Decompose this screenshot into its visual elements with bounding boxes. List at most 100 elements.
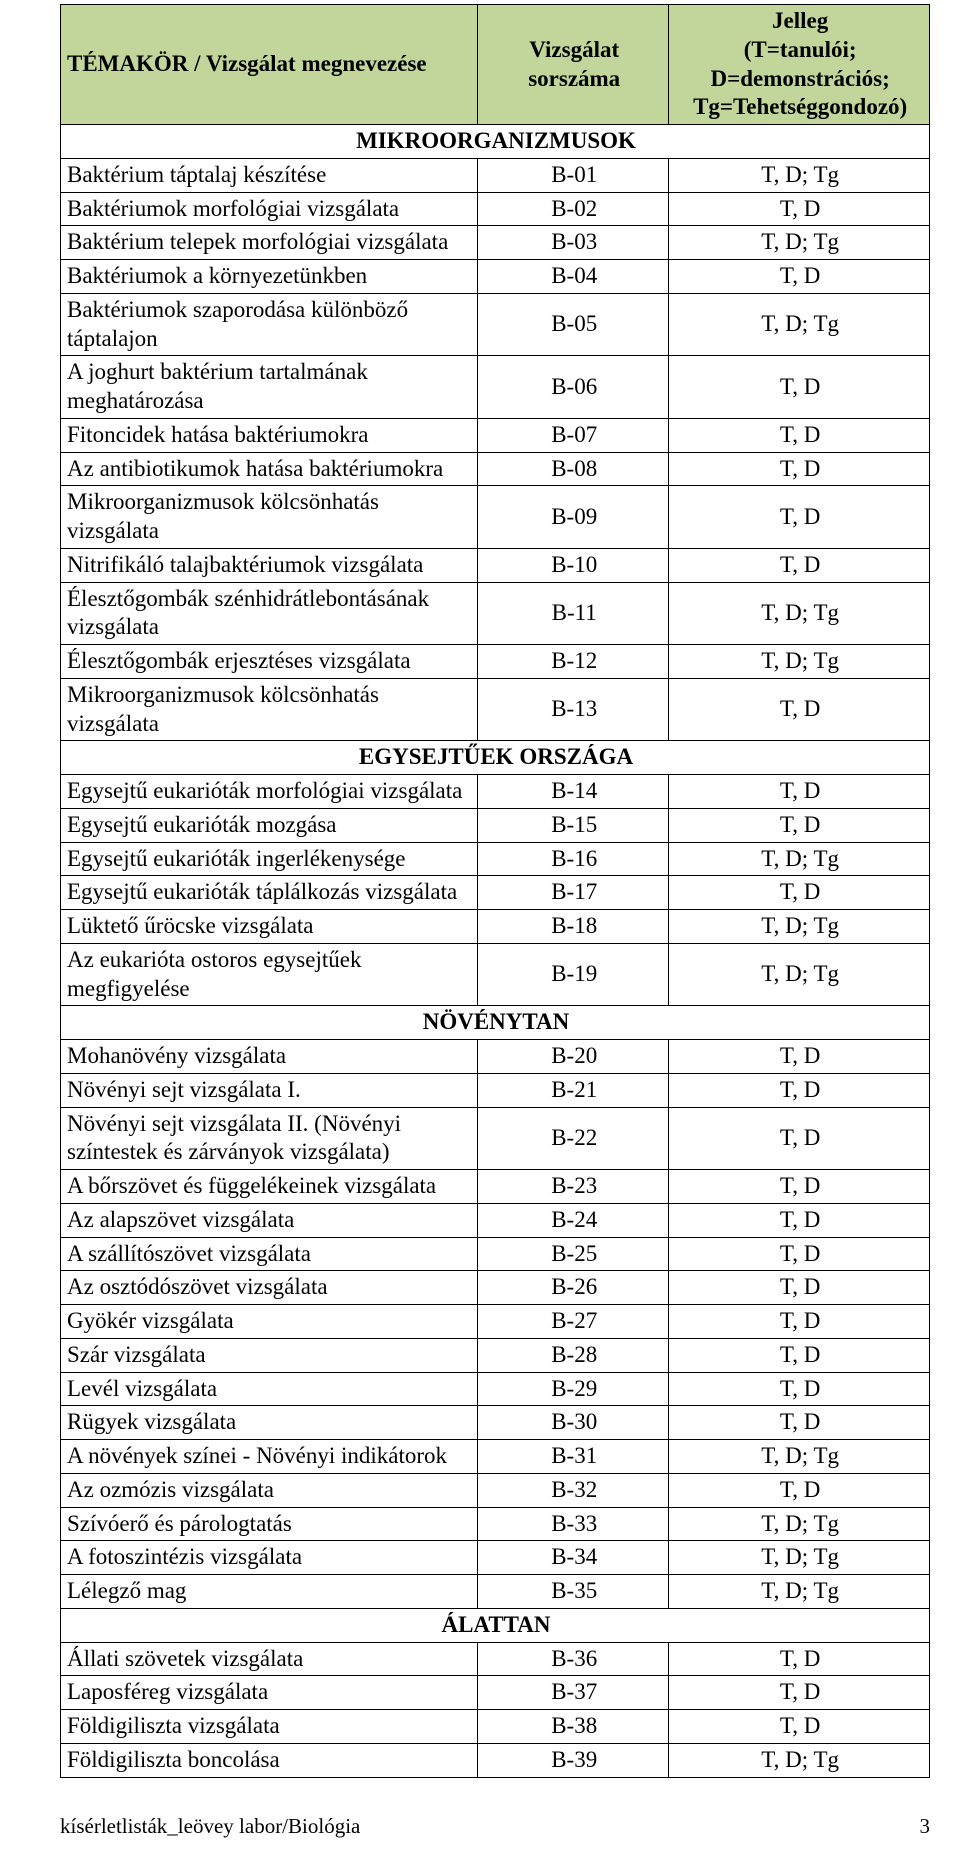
header-col2: Vizsgálat sorszáma (478, 5, 669, 125)
cell-type: T, D; Tg (669, 1440, 930, 1474)
cell-type: T, D (669, 1676, 930, 1710)
section-header-row: NÖVÉNYTAN (61, 1006, 930, 1040)
cell-name: Lüktető űröcske vizsgálata (61, 910, 478, 944)
table-row: Laposféreg vizsgálataB-37T, D (61, 1676, 930, 1710)
cell-number: B-19 (478, 943, 669, 1006)
table-row: Levél vizsgálataB-29T, D (61, 1372, 930, 1406)
table-row: Egysejtű eukarióták ingerlékenységeB-16T… (61, 842, 930, 876)
table-row: Egysejtű eukarióták mozgásaB-15T, D (61, 808, 930, 842)
cell-type: T, D (669, 1710, 930, 1744)
cell-number: B-14 (478, 775, 669, 809)
cell-name: Állati szövetek vizsgálata (61, 1642, 478, 1676)
cell-number: B-24 (478, 1203, 669, 1237)
cell-type: T, D; Tg (669, 842, 930, 876)
cell-number: B-36 (478, 1642, 669, 1676)
cell-number: B-03 (478, 226, 669, 260)
cell-number: B-28 (478, 1338, 669, 1372)
cell-name: Az ozmózis vizsgálata (61, 1473, 478, 1507)
cell-type: T, D (669, 192, 930, 226)
cell-number: B-08 (478, 452, 669, 486)
table-row: Növényi sejt vizsgálata II. (Növényi szí… (61, 1107, 930, 1170)
cell-type: T, D; Tg (669, 910, 930, 944)
table-row: Baktériumok a környezetünkbenB-04T, D (61, 260, 930, 294)
cell-number: B-07 (478, 418, 669, 452)
cell-name: Egysejtű eukarióták ingerlékenysége (61, 842, 478, 876)
cell-name: Egysejtű eukarióták táplálkozás vizsgála… (61, 876, 478, 910)
cell-type: T, D (669, 1040, 930, 1074)
cell-name: Laposféreg vizsgálata (61, 1676, 478, 1710)
section-header-row: MIKROORGANIZMUSOK (61, 125, 930, 159)
cell-name: A bőrszövet és függelékeinek vizsgálata (61, 1170, 478, 1204)
header-col1: TÉMAKÖR / Vizsgálat megnevezése (61, 5, 478, 125)
cell-type: T, D (669, 1473, 930, 1507)
cell-number: B-02 (478, 192, 669, 226)
cell-name: Növényi sejt vizsgálata II. (Növényi szí… (61, 1107, 478, 1170)
cell-name: Az osztódószövet vizsgálata (61, 1271, 478, 1305)
cell-number: B-05 (478, 293, 669, 356)
cell-number: B-27 (478, 1305, 669, 1339)
cell-type: T, D; Tg (669, 293, 930, 356)
cell-number: B-35 (478, 1575, 669, 1609)
section-title: ÁLATTAN (61, 1608, 930, 1642)
table-row: Állati szövetek vizsgálataB-36T, D (61, 1642, 930, 1676)
page-container: TÉMAKÖR / Vizsgálat megnevezése Vizsgála… (0, 0, 960, 1859)
cell-number: B-01 (478, 158, 669, 192)
cell-type: T, D (669, 808, 930, 842)
cell-number: B-09 (478, 486, 669, 549)
table-row: Az eukarióta ostoros egysejtűek megfigye… (61, 943, 930, 1006)
cell-number: B-22 (478, 1107, 669, 1170)
cell-type: T, D (669, 1338, 930, 1372)
cell-name: Baktériumok a környezetünkben (61, 260, 478, 294)
cell-type: T, D; Tg (669, 1541, 930, 1575)
cell-name: Az alapszövet vizsgálata (61, 1203, 478, 1237)
table-row: Szár vizsgálataB-28T, D (61, 1338, 930, 1372)
cell-type: T, D (669, 1406, 930, 1440)
cell-number: B-13 (478, 678, 669, 741)
cell-number: B-04 (478, 260, 669, 294)
cell-type: T, D (669, 775, 930, 809)
cell-type: T, D; Tg (669, 1507, 930, 1541)
cell-type: T, D; Tg (669, 1575, 930, 1609)
table-header: TÉMAKÖR / Vizsgálat megnevezése Vizsgála… (61, 5, 930, 125)
experiments-table: TÉMAKÖR / Vizsgálat megnevezése Vizsgála… (60, 4, 930, 1778)
table-row: A szállítószövet vizsgálataB-25T, D (61, 1237, 930, 1271)
cell-name: Baktérium táptalaj készítése (61, 158, 478, 192)
table-row: Mikroorganizmusok kölcsönhatás vizsgálat… (61, 678, 930, 741)
table-body: MIKROORGANIZMUSOKBaktérium táptalaj kész… (61, 125, 930, 1778)
cell-name: Élesztőgombák szénhidrátlebontásának viz… (61, 582, 478, 645)
table-row: Baktérium táptalaj készítéseB-01T, D; Tg (61, 158, 930, 192)
cell-name: Az antibiotikumok hatása baktériumokra (61, 452, 478, 486)
cell-name: Egysejtű eukarióták mozgása (61, 808, 478, 842)
section-header-row: EGYSEJTŰEK ORSZÁGA (61, 741, 930, 775)
header-col3: Jelleg (T=tanulói; D=demonstrációs; Tg=T… (669, 5, 930, 125)
table-row: Élesztőgombák szénhidrátlebontásának viz… (61, 582, 930, 645)
cell-number: B-06 (478, 356, 669, 419)
cell-number: B-33 (478, 1507, 669, 1541)
cell-name: Gyökér vizsgálata (61, 1305, 478, 1339)
table-row: Baktériumok morfológiai vizsgálataB-02T,… (61, 192, 930, 226)
cell-name: Lélegző mag (61, 1575, 478, 1609)
table-row: Nitrifikáló talajbaktériumok vizsgálataB… (61, 548, 930, 582)
cell-name: Az eukarióta ostoros egysejtűek megfigye… (61, 943, 478, 1006)
cell-number: B-18 (478, 910, 669, 944)
cell-name: A szállítószövet vizsgálata (61, 1237, 478, 1271)
cell-type: T, D (669, 1271, 930, 1305)
cell-name: Fitoncidek hatása baktériumokra (61, 418, 478, 452)
cell-type: T, D (669, 1107, 930, 1170)
table-row: Gyökér vizsgálataB-27T, D (61, 1305, 930, 1339)
cell-number: B-25 (478, 1237, 669, 1271)
cell-name: Levél vizsgálata (61, 1372, 478, 1406)
cell-number: B-34 (478, 1541, 669, 1575)
page-footer: kísérletlisták_leövey labor/Biológia 3 (60, 1814, 930, 1839)
table-row: Mikroorganizmusok kölcsönhatás vizsgálat… (61, 486, 930, 549)
cell-type: T, D; Tg (669, 943, 930, 1006)
cell-number: B-30 (478, 1406, 669, 1440)
cell-number: B-21 (478, 1073, 669, 1107)
table-row: Lélegző magB-35T, D; Tg (61, 1575, 930, 1609)
cell-type: T, D (669, 1305, 930, 1339)
cell-number: B-17 (478, 876, 669, 910)
cell-name: Növényi sejt vizsgálata I. (61, 1073, 478, 1107)
cell-type: T, D; Tg (669, 158, 930, 192)
cell-number: B-26 (478, 1271, 669, 1305)
cell-number: B-29 (478, 1372, 669, 1406)
